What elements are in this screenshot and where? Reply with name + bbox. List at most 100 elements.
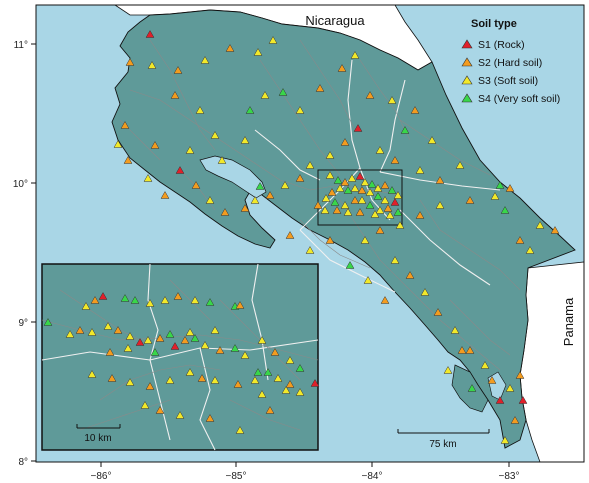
main-site-marker-72 <box>375 145 385 154</box>
main-site-marker-53 <box>495 395 505 404</box>
inset-site-marker-19 <box>125 331 135 340</box>
main-site-marker-10 <box>210 130 220 139</box>
main-site-marker-24 <box>255 181 265 190</box>
inset-site-marker-1 <box>98 291 108 300</box>
main-site-marker-64 <box>415 210 425 219</box>
inset-site-marker-48 <box>165 375 175 384</box>
main-site-marker-62 <box>465 195 475 204</box>
main-site-marker-76 <box>387 95 397 104</box>
inset-site-marker-45 <box>210 375 220 384</box>
legend-marker-s2 <box>461 57 473 67</box>
inset-site-marker-7 <box>160 295 170 304</box>
main-site-marker-7 <box>200 55 210 64</box>
main-site-marker-47 <box>420 287 430 296</box>
main-site-marker-110 <box>340 200 350 209</box>
main-site-marker-48 <box>433 307 443 316</box>
costa-rica-land <box>111 9 576 449</box>
inset-map: 10 km <box>41 263 320 451</box>
main-site-marker-29 <box>191 180 201 189</box>
inset-site-marker-35 <box>257 335 267 344</box>
main-site-marker-79 <box>350 50 360 59</box>
inset-site-marker-57 <box>310 378 320 387</box>
main-site-marker-35 <box>120 120 130 129</box>
legend-label-s3: S3 (Soft soil) <box>478 75 538 87</box>
main-site-marker-82 <box>500 205 510 214</box>
inset-site-marker-55 <box>257 389 267 398</box>
main-site-marker-122 <box>385 210 395 219</box>
inset-site-marker-26 <box>123 343 133 352</box>
inset-site-marker-43 <box>250 375 260 384</box>
main-site-marker-77 <box>365 90 375 99</box>
main-site-marker-55 <box>500 435 510 444</box>
inset-site-marker-44 <box>233 379 243 388</box>
inset-site-marker-5 <box>130 295 140 304</box>
main-site-marker-58 <box>467 383 477 392</box>
inset-site-marker-2 <box>90 295 100 304</box>
main-site-marker-69 <box>435 175 445 184</box>
inset-site-marker-33 <box>230 343 240 352</box>
inset-site-marker-53 <box>205 413 215 422</box>
main-site-marker-5 <box>253 47 263 56</box>
main-site-marker-33 <box>123 155 133 164</box>
inset-site-marker-58 <box>295 387 305 396</box>
main-site-marker-106 <box>335 183 345 192</box>
legend-item-s1: S1 (Rock) <box>461 39 525 51</box>
main-site-marker-102 <box>365 187 375 196</box>
main-site-marker-73 <box>390 155 400 164</box>
main-site-marker-0 <box>145 29 155 38</box>
inset-site-marker-12 <box>235 300 245 309</box>
main-site-marker-96 <box>380 180 390 189</box>
main-site-marker-37 <box>185 145 195 154</box>
x-tick-label-2: −85° <box>226 471 247 482</box>
inset-site-marker-24 <box>65 329 75 338</box>
inset-site-marker-62 <box>175 410 185 419</box>
main-site-marker-118 <box>343 207 353 216</box>
main-site-marker-63 <box>435 200 445 209</box>
main-site-marker-61 <box>490 191 500 200</box>
main-site-marker-68 <box>415 165 425 174</box>
legend-label-s2: S2 (Hard soil) <box>478 57 542 69</box>
main-site-marker-116 <box>370 209 380 218</box>
inset-site-marker-50 <box>125 377 135 386</box>
inset-site-marker-21 <box>103 321 113 330</box>
country-label-panama: Panama <box>561 297 576 346</box>
main-site-marker-97 <box>387 185 397 194</box>
main-site-marker-42 <box>345 260 355 269</box>
inset-site-marker-6 <box>145 298 155 307</box>
inset-site-marker-51 <box>107 373 117 382</box>
inset-site-marker-60 <box>140 400 150 409</box>
inset-site-marker-16 <box>155 333 165 342</box>
inset-site-marker-37 <box>285 355 295 364</box>
inset-background <box>41 263 319 451</box>
gulf-of-nicoya <box>199 155 267 199</box>
main-site-marker-49 <box>450 325 460 334</box>
inset-site-marker-61 <box>155 405 165 414</box>
inset-site-marker-8 <box>173 291 183 300</box>
inset-site-marker-15 <box>165 329 175 338</box>
main-site-marker-17 <box>353 123 363 132</box>
main-site-marker-13 <box>260 90 270 99</box>
legend-label-s1: S1 (Rock) <box>478 39 525 51</box>
inset-site-marker-22 <box>87 327 97 336</box>
main-site-marker-98 <box>393 190 403 199</box>
main-site-marker-113 <box>365 200 375 209</box>
main-site-marker-30 <box>175 165 185 174</box>
main-site-marker-84 <box>525 245 535 254</box>
main-site-marker-50 <box>465 345 475 354</box>
main-site-marker-41 <box>325 235 335 244</box>
main-site-marker-19 <box>325 150 335 159</box>
y-axis <box>31 43 36 462</box>
inset-site-marker-3 <box>81 301 91 310</box>
main-scale-bar: 75 km <box>397 429 490 450</box>
inset-site-marker-38 <box>295 363 305 372</box>
inset-site-marker-10 <box>205 297 215 306</box>
main-site-marker-51 <box>480 360 490 369</box>
inset-site-marker-18 <box>135 337 145 346</box>
main-site-marker-66 <box>375 225 385 234</box>
main-site-marker-114 <box>375 205 385 214</box>
main-site-marker-119 <box>332 205 342 214</box>
inset-site-marker-59 <box>265 405 275 414</box>
main-site-marker-112 <box>357 195 367 204</box>
main-site-marker-88 <box>325 170 335 179</box>
